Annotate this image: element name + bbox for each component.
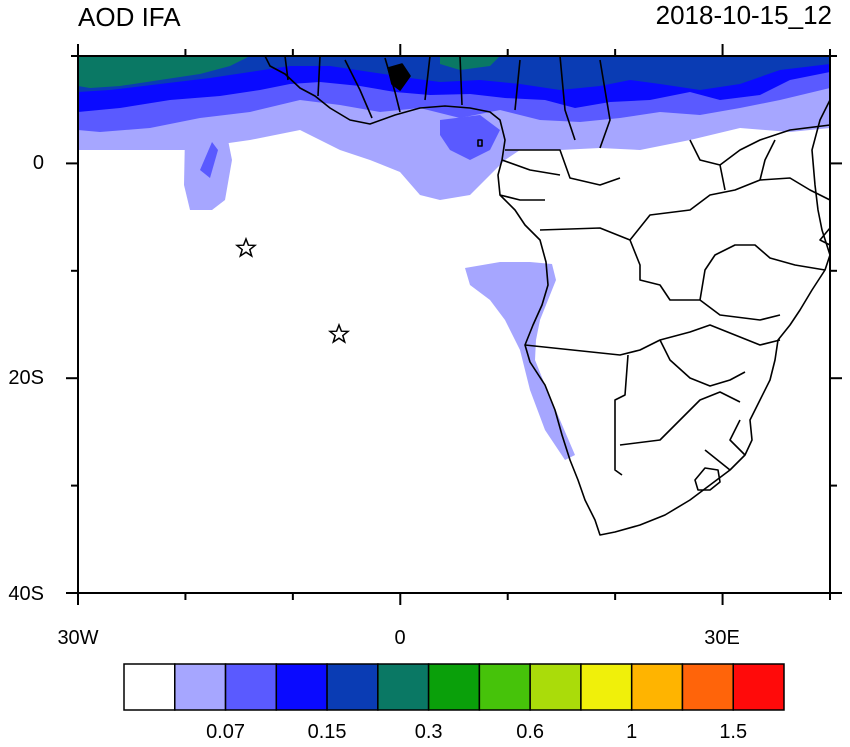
colorbar-box	[732, 663, 785, 711]
colorbar-box	[326, 663, 379, 711]
colorbar-box	[275, 663, 328, 711]
colorbar-box	[427, 663, 481, 711]
colorbar-label: 1.5	[719, 721, 747, 743]
lake-chad	[387, 63, 411, 91]
aod-gulf-patch	[440, 115, 500, 160]
y-tick-label-40s: 40S	[8, 583, 44, 605]
title-left: AOD IFA	[78, 2, 181, 32]
aod-angola-plume	[465, 262, 575, 460]
colorbar-box	[174, 663, 227, 711]
colorbar-labels: 0.07 0.15 0.3 0.6 1 1.5	[206, 721, 747, 743]
colorbar-label: 0.3	[415, 721, 443, 743]
star-marker	[234, 236, 258, 258]
colorbar-box	[681, 663, 734, 711]
coastline-east	[811, 99, 831, 256]
colorbar-label: 0.07	[206, 721, 245, 743]
axis-ticks	[66, 44, 842, 605]
y-tick-label-20s: 20S	[8, 367, 44, 389]
colorbar-box	[478, 663, 531, 711]
aod-teal-east	[440, 56, 500, 70]
colorbar-box	[630, 663, 684, 711]
colorbar-box	[123, 663, 176, 711]
marker-layer	[234, 236, 351, 344]
aod-shading	[78, 56, 830, 460]
x-tick-label-0: 0	[394, 627, 405, 649]
x-tick-label-30w: 30W	[57, 627, 98, 649]
colorbar-box	[529, 663, 582, 711]
colorbar-label: 0.15	[308, 721, 347, 743]
colorbar-box	[377, 663, 430, 711]
colorbar-box	[580, 663, 633, 711]
star-marker	[327, 322, 351, 344]
colorbar-label: 0.6	[516, 721, 544, 743]
title-right: 2018-10-15_12	[656, 0, 832, 30]
aod-teal-west	[78, 56, 250, 88]
coastline-west-africa	[264, 55, 831, 536]
bioko-island	[477, 139, 483, 147]
aod-band-darkblue	[78, 56, 830, 92]
map-panel	[77, 55, 831, 594]
colorbar	[123, 663, 785, 711]
country-borders	[264, 55, 831, 536]
y-tick-label-0: 0	[33, 152, 44, 174]
map-frame	[77, 55, 831, 594]
border-lesotho	[694, 467, 721, 491]
aod-tongue-west-core	[200, 142, 218, 178]
colorbar-label: 1	[626, 721, 637, 743]
colorbar-box	[224, 663, 278, 711]
border-lines	[284, 55, 831, 476]
x-tick-label-30e: 30E	[704, 627, 740, 649]
